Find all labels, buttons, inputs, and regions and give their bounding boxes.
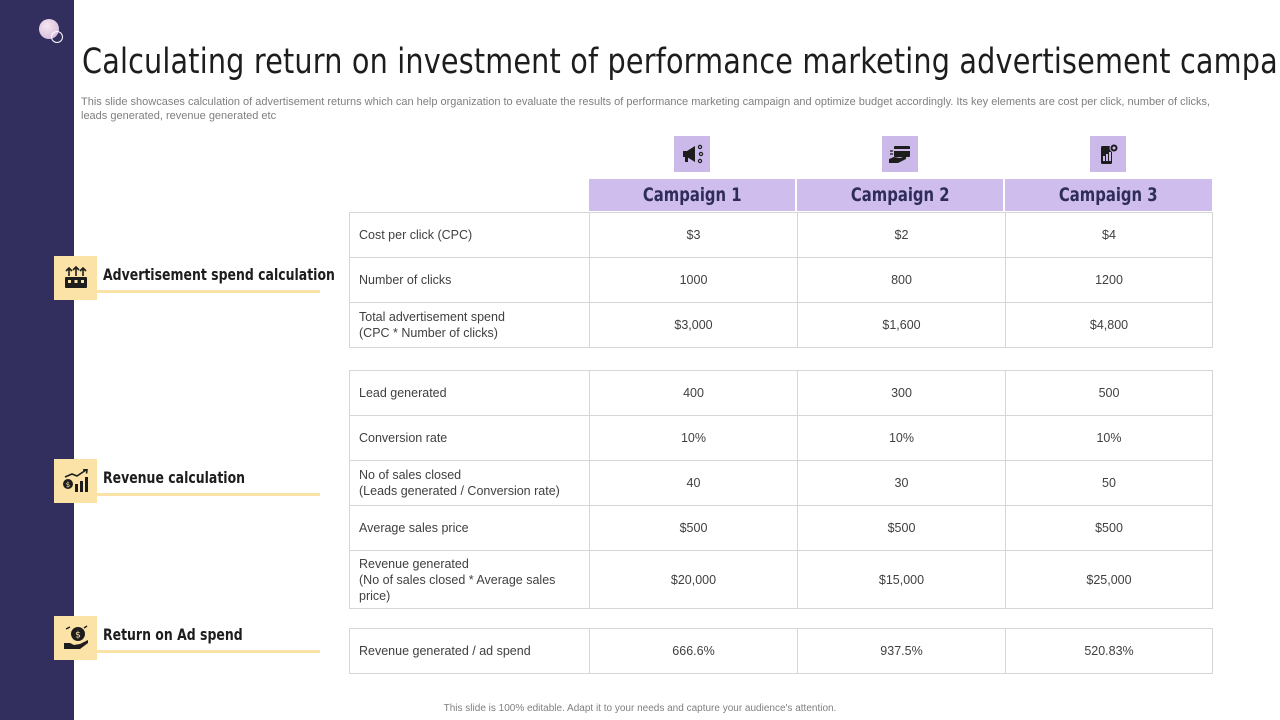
table-cell: 50 [1005, 461, 1212, 505]
table-cell: $25,000 [1005, 551, 1212, 608]
column-header-campaign-2: Campaign 2 [796, 178, 1004, 212]
footer-note: This slide is 100% editable. Adapt it to… [443, 703, 837, 714]
ad-spend-table: Cost per click (CPC) $3 $2 $4 Number of … [349, 212, 1213, 348]
table-cell: $500 [797, 506, 1005, 550]
table-cell: 800 [797, 258, 1005, 302]
decorative-circles-logo [39, 19, 69, 49]
section-label: Return on Ad spend [103, 625, 243, 644]
megaphone-icon [674, 136, 710, 172]
section-roas: $ Return on Ad spend [54, 616, 320, 660]
decorative-ring [51, 31, 63, 43]
page-subtitle: This slide showcases calculation of adve… [81, 96, 1211, 122]
column-header-campaign-3: Campaign 3 [1004, 178, 1213, 212]
column-header-campaign-1: Campaign 1 [588, 178, 796, 212]
table-row: No of sales closed (Leads generated / Co… [350, 461, 1212, 506]
table-row: Average sales price $500 $500 $500 [350, 506, 1212, 551]
table-cell: 937.5% [797, 629, 1005, 673]
svg-text:$: $ [75, 631, 81, 641]
card-payment-icon [882, 136, 918, 172]
table-cell: $4 [1005, 213, 1212, 257]
row-label: Revenue generated (No of sales closed * … [359, 556, 556, 603]
table-cell: $500 [1005, 506, 1212, 550]
table-cell: $3,000 [589, 303, 797, 347]
table-cell: 10% [1005, 416, 1212, 460]
table-cell: 500 [1005, 371, 1212, 415]
table-cell: 10% [797, 416, 1005, 460]
table-cell: $4,800 [1005, 303, 1212, 347]
revenue-table: Lead generated 400 300 500 Conversion ra… [349, 370, 1213, 609]
row-label: Total advertisement spend (CPC * Number … [359, 310, 505, 340]
table-cell: 400 [589, 371, 797, 415]
section-label: Revenue calculation [103, 468, 246, 487]
table-cell: $2 [797, 213, 1005, 257]
table-row: Conversion rate 10% 10% 10% [350, 416, 1212, 461]
table-cell: $20,000 [589, 551, 797, 608]
table-cell: 520.83% [1005, 629, 1212, 673]
section-revenue: $ Revenue calculation [54, 459, 320, 503]
mobile-settings-icon [1090, 136, 1126, 172]
left-sidebar-bar [0, 0, 74, 720]
table-cell: 10% [589, 416, 797, 460]
row-label: Revenue generated / ad spend [359, 644, 531, 658]
section-underline [97, 650, 320, 653]
revenue-chart-icon: $ [54, 459, 97, 503]
table-row: Total advertisement spend (CPC * Number … [350, 303, 1212, 348]
table-row: Number of clicks 1000 800 1200 [350, 258, 1212, 303]
table-cell: 40 [589, 461, 797, 505]
table-cell: $500 [589, 506, 797, 550]
section-ad-spend: Advertisement spend calculation [54, 256, 335, 300]
row-label: Conversion rate [359, 431, 448, 445]
page-title: Calculating return on investment of perf… [82, 42, 1280, 82]
svg-text:$: $ [65, 481, 69, 489]
table-cell: 300 [797, 371, 1005, 415]
table-cell: 1200 [1005, 258, 1212, 302]
table-cell: $3 [589, 213, 797, 257]
row-label: Cost per click (CPC) [359, 228, 473, 242]
row-label: No of sales closed (Leads generated / Co… [359, 468, 560, 498]
section-label: Advertisement spend calculation [103, 265, 335, 284]
row-label: Average sales price [359, 521, 469, 535]
table-cell: 30 [797, 461, 1005, 505]
hand-money-icon: $ [54, 616, 97, 660]
section-underline [97, 290, 320, 293]
table-cell: 666.6% [589, 629, 797, 673]
table-row: Revenue generated (No of sales closed * … [350, 551, 1212, 609]
row-label: Number of clicks [359, 273, 452, 287]
table-cell: 1000 [589, 258, 797, 302]
table-row: Lead generated 400 300 500 [350, 371, 1212, 416]
table-row: Cost per click (CPC) $3 $2 $4 [350, 213, 1212, 258]
row-label: Lead generated [359, 386, 447, 400]
table-row: Revenue generated / ad spend 666.6% 937.… [350, 629, 1212, 674]
section-underline [97, 493, 320, 496]
table-cell: $1,600 [797, 303, 1005, 347]
tower-signal-icon [54, 256, 97, 300]
roas-table: Revenue generated / ad spend 666.6% 937.… [349, 628, 1213, 674]
table-cell: $15,000 [797, 551, 1005, 608]
